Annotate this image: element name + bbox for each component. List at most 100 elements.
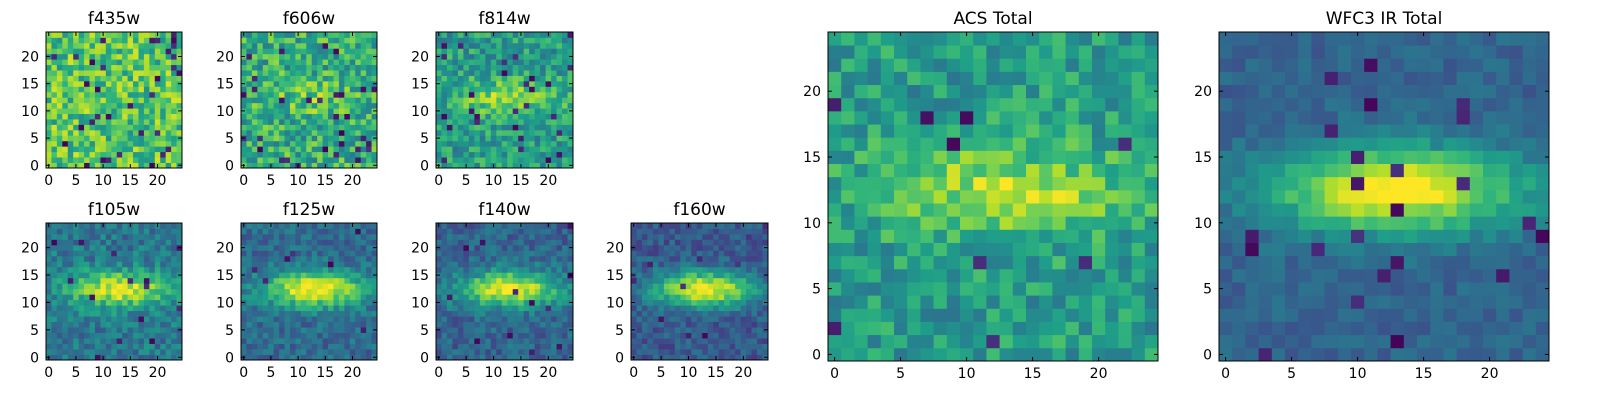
heatmap-cell [138, 305, 145, 312]
heatmap-cell [452, 70, 459, 76]
heatmap-cell [702, 272, 709, 279]
heatmap-cell [349, 310, 356, 317]
heatmap-cell [463, 239, 470, 246]
heatmap-cell [73, 228, 80, 235]
heatmap-cell [273, 277, 280, 284]
heatmap-cell [446, 135, 453, 142]
heatmap-cell [338, 113, 345, 120]
heatmap-cell [529, 239, 536, 246]
heatmap-cell [257, 338, 264, 344]
heatmap-cell [366, 42, 372, 49]
heatmap-cell [1131, 176, 1146, 191]
heatmap-cell [355, 124, 362, 131]
heatmap-cell [333, 327, 340, 333]
heatmap-cell [371, 157, 378, 163]
heatmap-cell [567, 277, 574, 284]
heatmap-cell [366, 113, 372, 120]
heatmap-cell [366, 140, 372, 147]
heatmap-cell [507, 48, 514, 55]
heatmap-cell [138, 255, 145, 262]
heatmap-cell [641, 349, 648, 355]
heatmap-cell [160, 272, 167, 279]
heatmap-cell [355, 305, 362, 312]
heatmap-cell [474, 228, 481, 235]
heatmap-cell [545, 332, 552, 339]
heatmap-cell [333, 223, 340, 229]
x-tick-label: 0 [44, 173, 53, 189]
heatmap-cell [105, 294, 112, 301]
heatmap-cell [89, 124, 96, 131]
heatmap-cell [284, 86, 291, 93]
heatmap-cell [545, 48, 552, 55]
heatmap-cell [441, 124, 448, 131]
heatmap-cell [496, 321, 503, 328]
heatmap-cell [51, 140, 58, 147]
heatmap-cell [273, 108, 280, 114]
heatmap-cell [262, 283, 269, 290]
heatmap-cell [534, 86, 541, 93]
heatmap-cell [658, 316, 665, 323]
heatmap-cell [713, 338, 720, 344]
y-tick-label: 0 [30, 350, 39, 366]
heatmap-cell [452, 288, 459, 295]
heatmap-cell [51, 223, 58, 229]
heatmap-cell [366, 53, 372, 60]
heatmap-cell [854, 203, 868, 217]
heatmap-cell [1118, 189, 1132, 204]
heatmap-cell [257, 146, 264, 153]
heatmap-cell [441, 316, 448, 323]
heatmap-cell [960, 347, 974, 362]
heatmap-cell [300, 113, 307, 120]
heatmap-cell [133, 97, 139, 104]
heatmap-cell [452, 91, 459, 98]
heatmap-cell [127, 80, 134, 87]
heatmap-cell [680, 233, 687, 240]
heatmap-cell [647, 223, 654, 229]
heatmap-cell [62, 250, 69, 257]
heatmap-cell [138, 277, 145, 284]
heatmap-cell [165, 42, 172, 49]
heatmap-cell [289, 59, 296, 66]
heatmap-cell [631, 277, 637, 284]
heatmap-cell [496, 97, 503, 104]
heatmap-cell [122, 266, 128, 273]
heatmap-cell [322, 48, 329, 55]
heatmap-cell [1065, 321, 1080, 336]
heatmap-cell [300, 119, 307, 125]
heatmap-cell [257, 86, 264, 93]
heatmap-cell [854, 216, 868, 230]
heatmap-cell [349, 108, 356, 114]
heatmap-cell [328, 53, 334, 60]
heatmap-cell [729, 255, 736, 262]
heatmap-cell [828, 347, 842, 362]
heatmap-cell [149, 223, 156, 229]
heatmap-cell [841, 308, 855, 322]
heatmap-cell [933, 229, 948, 243]
heatmap-cell [973, 229, 987, 243]
heatmap-cell [133, 321, 139, 328]
heatmap-cell [317, 321, 323, 328]
heatmap-cell [366, 228, 372, 235]
heatmap-cell [116, 157, 123, 163]
heatmap-cell [306, 354, 313, 361]
heatmap-cell [251, 283, 258, 290]
heatmap-cell [311, 32, 318, 38]
heatmap-cell [468, 233, 475, 240]
heatmap-cell [479, 59, 486, 66]
heatmap-cell [1052, 163, 1066, 178]
heatmap-cell [295, 124, 302, 131]
heatmap-cell [273, 53, 280, 60]
heatmap-cell [507, 53, 514, 60]
heatmap-cell [496, 119, 503, 125]
heatmap-cell [1131, 255, 1146, 270]
heatmap-cell [512, 250, 519, 257]
heatmap-cell [111, 70, 118, 76]
heatmap-cell [94, 261, 101, 268]
heatmap-cell [84, 124, 90, 131]
heatmap-cell [333, 37, 340, 44]
heatmap-cell [262, 162, 269, 169]
heatmap-cell [262, 151, 269, 158]
heatmap-cell [246, 97, 253, 104]
heatmap-cell [658, 294, 665, 301]
heatmap-cell [920, 347, 934, 362]
